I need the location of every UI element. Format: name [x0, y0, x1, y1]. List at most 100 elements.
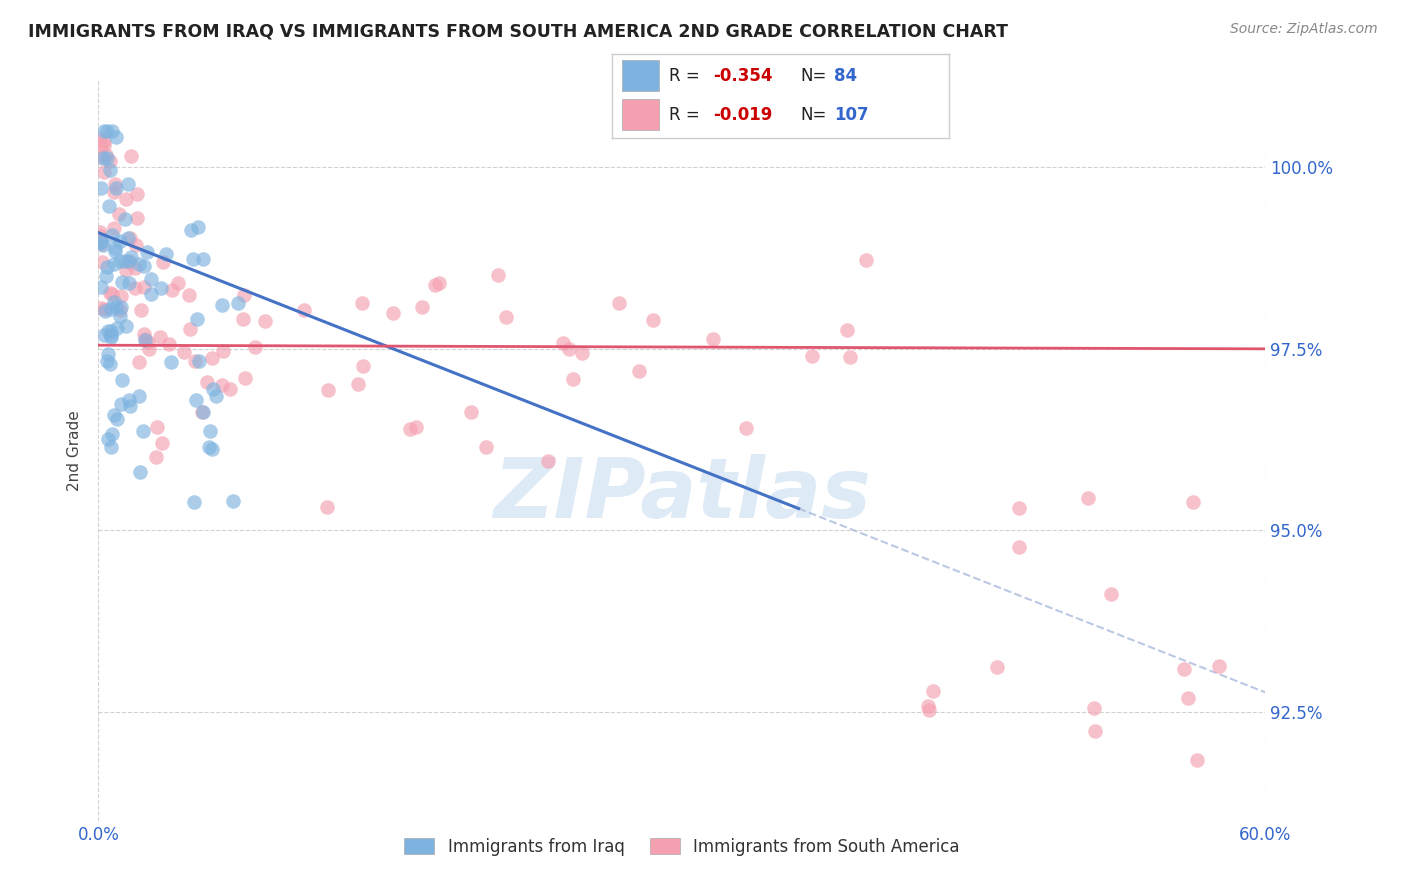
- Point: [100, 427, 122, 442]
- Point: [1008, 541, 1031, 555]
- Point: [117, 253, 139, 268]
- Point: [118, 255, 141, 269]
- Point: [111, 275, 134, 289]
- Point: [145, 450, 167, 464]
- Point: [115, 318, 138, 333]
- Point: [128, 257, 150, 271]
- Text: R =: R =: [669, 105, 700, 123]
- Point: [127, 187, 149, 202]
- Point: [136, 334, 159, 349]
- Point: [90, 139, 112, 153]
- Point: [97, 324, 120, 338]
- Point: [254, 314, 277, 328]
- Point: [425, 277, 447, 292]
- Text: -0.354: -0.354: [713, 67, 772, 85]
- Point: [94, 148, 117, 162]
- Point: [101, 286, 124, 301]
- Point: [108, 235, 131, 249]
- Point: [159, 354, 181, 368]
- Point: [537, 454, 560, 468]
- Text: -0.019: -0.019: [713, 105, 772, 123]
- Point: [173, 345, 195, 359]
- Point: [571, 346, 593, 360]
- Point: [100, 330, 122, 344]
- Point: [201, 351, 224, 365]
- Point: [108, 253, 131, 268]
- Point: [118, 392, 141, 407]
- Point: [315, 500, 337, 514]
- Point: [90, 237, 112, 252]
- Legend: Immigrants from Iraq, Immigrants from South America: Immigrants from Iraq, Immigrants from So…: [396, 830, 967, 864]
- Text: N=: N=: [800, 67, 827, 85]
- Point: [90, 235, 112, 249]
- Point: [474, 440, 496, 454]
- Point: [495, 310, 517, 325]
- Point: [110, 300, 132, 314]
- Point: [1177, 691, 1199, 706]
- Point: [114, 212, 136, 227]
- Point: [100, 324, 122, 338]
- Point: [96, 124, 118, 138]
- Point: [160, 283, 183, 297]
- Point: [411, 300, 433, 314]
- Point: [146, 419, 169, 434]
- Point: [150, 281, 173, 295]
- Point: [460, 405, 482, 419]
- Point: [96, 260, 118, 275]
- Point: [627, 364, 650, 378]
- Point: [134, 332, 156, 346]
- Point: [855, 253, 877, 268]
- Point: [986, 659, 1008, 673]
- Point: [183, 354, 205, 368]
- Point: [183, 495, 205, 509]
- Point: [233, 371, 256, 385]
- Point: [837, 322, 859, 336]
- Point: [211, 298, 233, 312]
- Point: [89, 132, 111, 146]
- Point: [103, 220, 125, 235]
- Point: [101, 124, 124, 138]
- Text: N=: N=: [800, 105, 827, 123]
- Point: [228, 295, 250, 310]
- Y-axis label: 2nd Grade: 2nd Grade: [67, 410, 83, 491]
- Point: [152, 255, 174, 269]
- Point: [117, 230, 139, 244]
- Point: [561, 372, 583, 386]
- Point: [96, 432, 118, 446]
- Point: [211, 344, 233, 359]
- Point: [129, 303, 152, 318]
- Point: [124, 281, 146, 295]
- Point: [201, 382, 224, 396]
- Point: [702, 332, 724, 346]
- Point: [187, 354, 209, 368]
- Point: [93, 135, 115, 149]
- Point: [221, 494, 243, 508]
- Point: [89, 226, 111, 240]
- Point: [205, 389, 228, 403]
- Point: [115, 192, 138, 206]
- Point: [180, 223, 202, 237]
- Point: [201, 442, 224, 457]
- Point: [108, 207, 131, 221]
- Point: [641, 313, 664, 327]
- Point: [105, 320, 128, 334]
- Point: [110, 303, 132, 318]
- Point: [103, 177, 125, 191]
- Point: [232, 288, 254, 302]
- Point: [128, 465, 150, 479]
- Point: [97, 199, 120, 213]
- Point: [1185, 753, 1208, 767]
- Point: [128, 389, 150, 403]
- Point: [93, 137, 115, 152]
- Point: [186, 311, 208, 326]
- Point: [167, 277, 190, 291]
- Point: [405, 420, 427, 434]
- Point: [132, 280, 155, 294]
- Point: [155, 247, 177, 261]
- Point: [1083, 701, 1105, 715]
- Point: [118, 399, 141, 413]
- Point: [125, 211, 148, 225]
- Point: [100, 153, 122, 168]
- Point: [187, 219, 209, 234]
- Point: [183, 252, 205, 266]
